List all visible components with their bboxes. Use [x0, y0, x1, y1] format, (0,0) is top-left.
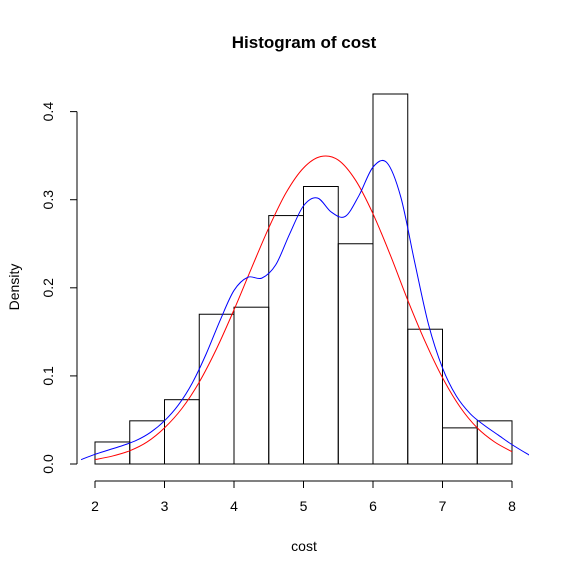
chart-title: Histogram of cost: [232, 33, 377, 52]
x-tick-label: 7: [439, 498, 447, 514]
x-tick-label: 5: [300, 498, 308, 514]
histogram-bar: [303, 186, 339, 465]
y-tick-label: 0.3: [40, 190, 56, 210]
y-tick-label: 0.0: [40, 454, 56, 474]
x-tick-label: 4: [230, 498, 238, 514]
histogram-bar: [372, 93, 409, 465]
histogram-bar: [198, 313, 235, 465]
density-curve: [80, 159, 529, 461]
y-tick-label: 0.4: [40, 102, 56, 122]
x-axis: 2 3 4 5 6 7 8: [91, 480, 516, 514]
histogram-bar: [476, 420, 513, 465]
x-tick-label: 2: [91, 498, 99, 514]
y-tick-label: 0.2: [40, 278, 56, 298]
histogram-bar: [407, 328, 443, 465]
x-tick-label: 6: [369, 498, 377, 514]
density-curve: [94, 155, 513, 461]
histogram-bar: [337, 243, 374, 465]
histogram-bars: [94, 93, 513, 465]
y-axis: 0.0 0.1 0.2 0.3 0.4: [40, 102, 78, 474]
x-tick-label: 8: [508, 498, 516, 514]
y-axis-label: Density: [6, 264, 22, 311]
histogram-bar: [164, 399, 200, 465]
density-curves: [80, 155, 529, 461]
y-tick-label: 0.1: [40, 366, 56, 386]
histogram-bar: [442, 427, 478, 465]
x-axis-label: cost: [291, 538, 317, 554]
x-tick-label: 3: [161, 498, 169, 514]
histogram-bar: [268, 215, 304, 465]
histogram-bar: [233, 306, 270, 465]
